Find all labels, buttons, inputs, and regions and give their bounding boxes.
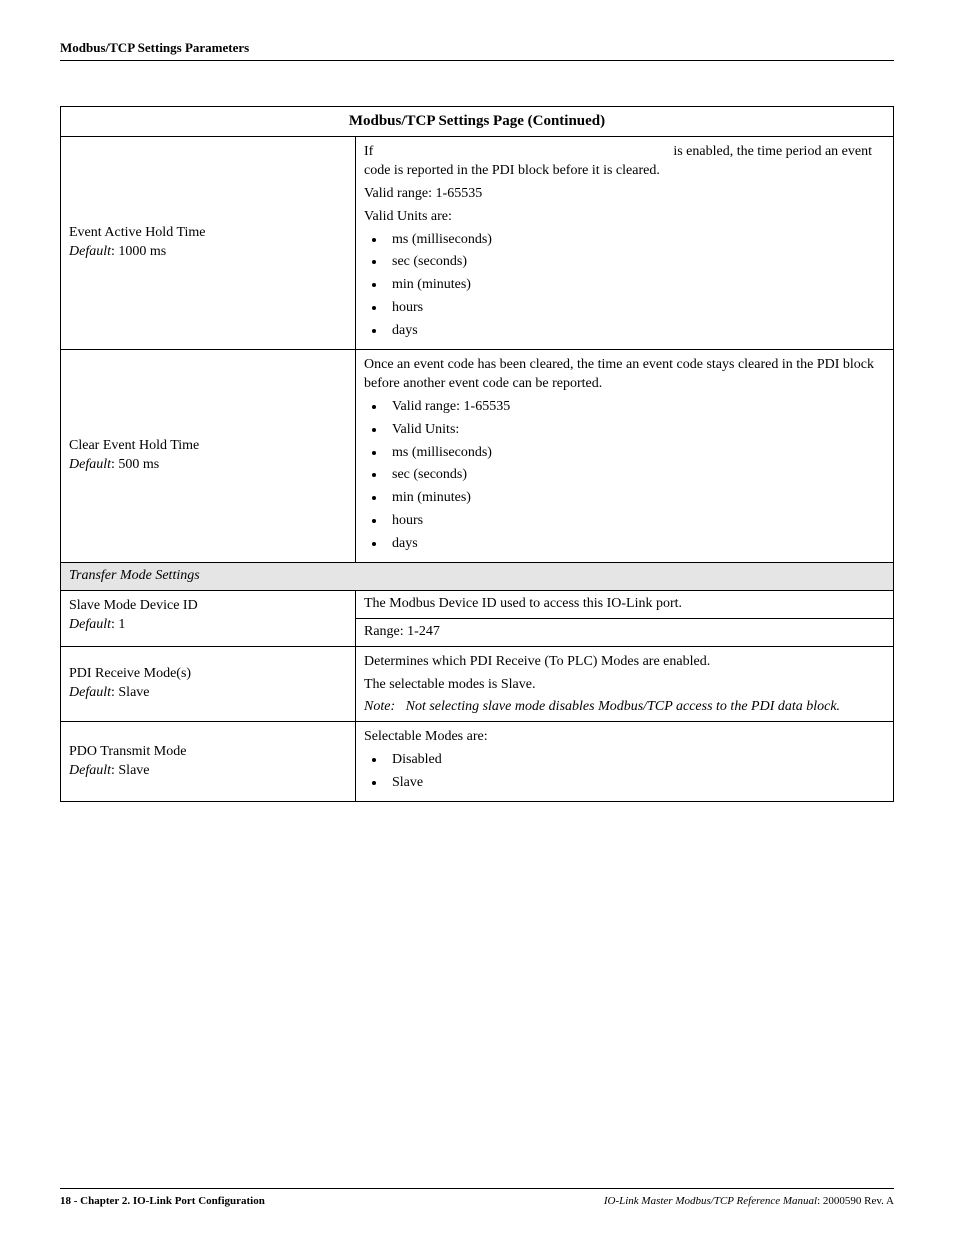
range-line: Range: 1-247 <box>356 619 893 646</box>
desc-suffix: is enabled, the time period an event cod… <box>364 144 872 178</box>
footer-sep: - <box>71 1195 80 1207</box>
param-name: Clear Event Hold Time <box>69 437 347 456</box>
list-item: Valid Units: <box>386 421 885 440</box>
desc-para: The Modbus Device ID used to access this… <box>356 591 893 619</box>
footer-page: 18 <box>60 1195 71 1207</box>
desc-para: The selectable modes is Slave. <box>364 676 885 695</box>
table-row: Transfer Mode Settings <box>61 563 894 591</box>
footer-manual: IO-Link Master Modbus/TCP Reference Manu… <box>604 1195 817 1207</box>
table-row: PDI Receive Mode(s) Default: Slave Deter… <box>61 646 894 722</box>
note-line: Note: Not selecting slave mode disables … <box>364 698 885 717</box>
list-item: sec (seconds) <box>386 466 885 485</box>
param-desc-cell: The Modbus Device ID used to access this… <box>356 590 894 646</box>
note-prefix: Note: <box>364 699 395 714</box>
table-row: PDO Transmit Mode Default: Slave Selecta… <box>61 722 894 802</box>
desc-prefix: If <box>364 144 373 159</box>
valid-range: Valid range: 1-65535 <box>364 185 885 204</box>
param-name: PDI Receive Mode(s) <box>69 665 347 684</box>
default-value: Slave <box>118 685 149 700</box>
table-row: Slave Mode Device ID Default: 1 The Modb… <box>61 590 894 646</box>
param-default: Default: 500 ms <box>69 456 347 475</box>
param-default: Default: 1000 ms <box>69 243 347 262</box>
footer-left: 18 - Chapter 2. IO-Link Port Configurati… <box>60 1195 265 1207</box>
default-value: Slave <box>118 763 149 778</box>
param-name: Slave Mode Device ID <box>69 597 347 616</box>
list-item: Valid range: 1-65535 <box>386 398 885 417</box>
valid-units-label: Valid Units are: <box>364 208 885 227</box>
param-desc-cell: Once an event code has been cleared, the… <box>356 350 894 563</box>
param-name-cell: PDO Transmit Mode Default: Slave <box>61 722 356 802</box>
units-list: ms (milliseconds) sec (seconds) min (min… <box>364 231 885 341</box>
param-name-cell: Clear Event Hold Time Default: 500 ms <box>61 350 356 563</box>
table-row: Event Active Hold Time Default: 1000 ms … <box>61 137 894 350</box>
param-default: Default: 1 <box>69 616 347 635</box>
default-label: Default <box>69 617 111 632</box>
param-default: Default: Slave <box>69 684 347 703</box>
desc-para: Determines which PDI Receive (To PLC) Mo… <box>364 653 885 672</box>
param-default: Default: Slave <box>69 762 347 781</box>
param-name-cell: Event Active Hold Time Default: 1000 ms <box>61 137 356 350</box>
default-value: 500 ms <box>118 457 159 472</box>
page-header: Modbus/TCP Settings Parameters <box>60 40 894 61</box>
settings-table: Modbus/TCP Settings Page (Continued) Eve… <box>60 106 894 802</box>
desc-para: Selectable Modes are: <box>364 728 885 747</box>
table-title: Modbus/TCP Settings Page (Continued) <box>61 107 894 137</box>
list-item: sec (seconds) <box>386 253 885 272</box>
default-value: 1000 ms <box>118 244 166 259</box>
default-label: Default <box>69 763 111 778</box>
list-item: days <box>386 535 885 554</box>
list-item: ms (milliseconds) <box>386 231 885 250</box>
param-desc-cell: Ifis enabled, the time period an event c… <box>356 137 894 350</box>
note-body: Not selecting slave mode disables Modbus… <box>406 699 840 714</box>
table-row: Clear Event Hold Time Default: 500 ms On… <box>61 350 894 563</box>
param-desc-cell: Selectable Modes are: Disabled Slave <box>356 722 894 802</box>
default-label: Default <box>69 685 111 700</box>
list-item: days <box>386 322 885 341</box>
list-item: min (minutes) <box>386 276 885 295</box>
desc-para: Ifis enabled, the time period an event c… <box>364 143 885 181</box>
units-list: Valid range: 1-65535 Valid Units: ms (mi… <box>364 398 885 554</box>
default-value: 1 <box>118 617 125 632</box>
list-item: hours <box>386 512 885 531</box>
list-item: ms (milliseconds) <box>386 444 885 463</box>
param-name: PDO Transmit Mode <box>69 743 347 762</box>
desc-para: Once an event code has been cleared, the… <box>364 356 885 394</box>
list-item: Disabled <box>386 751 885 770</box>
default-label: Default <box>69 457 111 472</box>
list-item: hours <box>386 299 885 318</box>
footer-right: IO-Link Master Modbus/TCP Reference Manu… <box>604 1195 894 1207</box>
param-name: Event Active Hold Time <box>69 224 347 243</box>
header-section-title: Modbus/TCP Settings Parameters <box>60 40 894 61</box>
param-desc-cell: Determines which PDI Receive (To PLC) Mo… <box>356 646 894 722</box>
section-heading: Transfer Mode Settings <box>61 563 894 591</box>
list-item: Slave <box>386 774 885 793</box>
footer-chapter: Chapter 2. IO-Link Port Configuration <box>80 1195 265 1207</box>
list-item: min (minutes) <box>386 489 885 508</box>
param-name-cell: PDI Receive Mode(s) Default: Slave <box>61 646 356 722</box>
default-label: Default <box>69 244 111 259</box>
page-footer: 18 - Chapter 2. IO-Link Port Configurati… <box>60 1188 894 1207</box>
modes-list: Disabled Slave <box>364 751 885 793</box>
param-name-cell: Slave Mode Device ID Default: 1 <box>61 590 356 646</box>
footer-revision: 2000590 Rev. A <box>823 1195 894 1207</box>
